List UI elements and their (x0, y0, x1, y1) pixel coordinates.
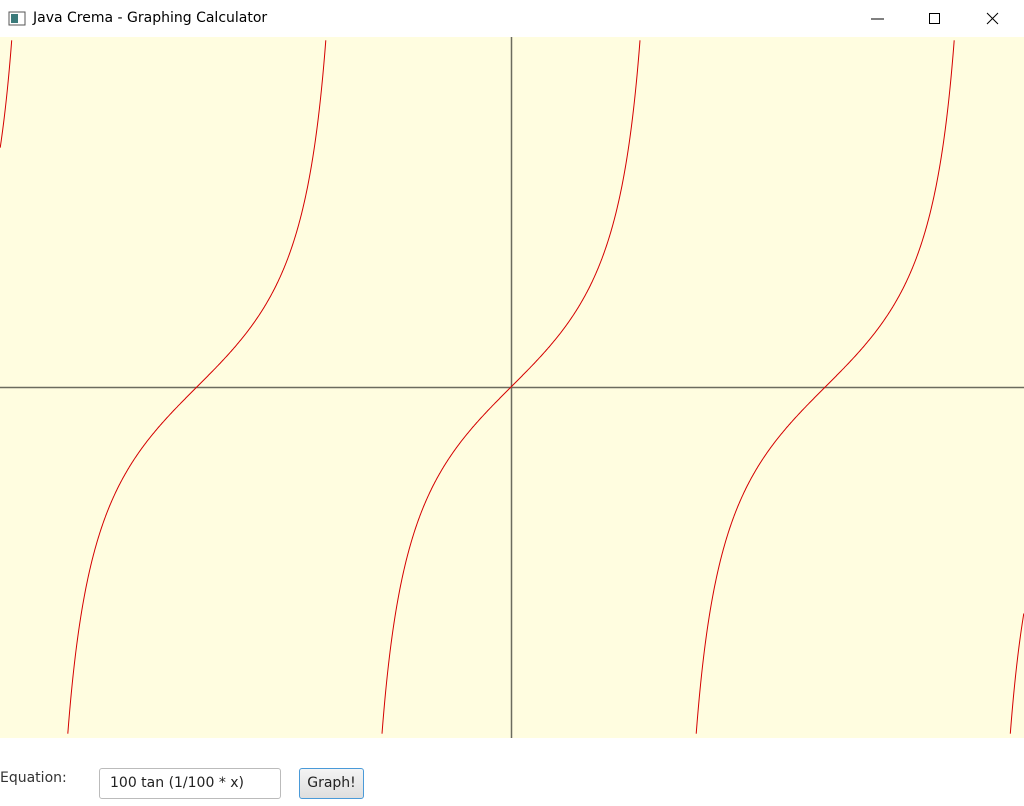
equation-input[interactable]: 100 tan (1/100 * x) (99, 768, 281, 799)
maximize-button[interactable] (929, 13, 940, 24)
function-curve (0, 40, 13, 148)
equation-label: Equation: (0, 770, 67, 786)
close-button[interactable] (986, 12, 999, 25)
function-curve (1009, 613, 1024, 734)
graph-button[interactable]: Graph! (299, 768, 364, 799)
function-curve (381, 40, 641, 734)
graph-canvas (0, 37, 1024, 738)
function-curve (695, 40, 955, 734)
title-bar-icons (8, 11, 999, 26)
window-title: Java Crema - Graphing Calculator (33, 10, 268, 26)
title-bar: Java Crema - Graphing Calculator (0, 0, 1024, 37)
function-curve (67, 40, 327, 734)
app-icon-inner (11, 14, 18, 23)
